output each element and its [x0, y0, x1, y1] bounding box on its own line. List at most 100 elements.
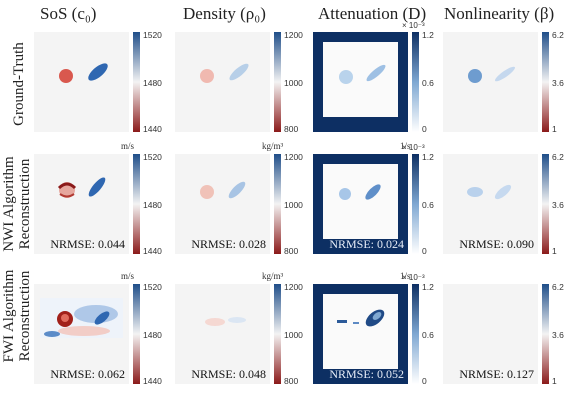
panel-sos-fwi: NRMSE: 0.062: [34, 284, 129, 384]
colorbar-tick-label: 800: [284, 376, 299, 386]
nrmse-label: NRMSE: 0.062: [50, 367, 125, 381]
panel-density-nwi: NRMSE: 0.028: [175, 154, 270, 254]
panel-sos-nwi: NRMSE: 0.044: [34, 154, 129, 254]
colorbar-attenuation: [412, 284, 419, 384]
colorbar-tick-label: 0.6: [422, 78, 434, 88]
inclusion-ellipse: [88, 177, 106, 197]
colorbar-tick-label: 1.2: [422, 282, 434, 292]
inclusion-core: [61, 314, 69, 322]
colorbar-unit: 1/s: [400, 141, 411, 151]
panel-nonlinearity-gt: [443, 32, 538, 132]
colorbar-tick-label: 0: [422, 246, 427, 256]
inclusion-circle: [200, 185, 214, 199]
colorbar-tick-label: 1520: [143, 282, 162, 292]
col-title-sos: SoS (c₀): [40, 4, 97, 23]
nrmse-label: NRMSE: 0.044: [50, 237, 125, 251]
colorbar-nonlinearity: [542, 154, 549, 254]
colorbar-tick-label: 800: [284, 124, 299, 134]
colorbar-attenuation: [412, 154, 419, 254]
panel-nonlinearity-nwi: NRMSE: 0.090: [443, 154, 538, 254]
inclusion-ellipse: [229, 63, 249, 81]
colorbar-tick-label: 6.2: [552, 282, 564, 292]
colorbar-unit: m/s: [121, 271, 135, 281]
colorbar-tick-label: 1440: [143, 124, 162, 134]
inclusion-circle: [200, 69, 214, 83]
colorbar-tick-label: 0: [422, 376, 427, 386]
colorbar-attenuation: [412, 32, 419, 132]
artifact-streak: [44, 331, 60, 337]
colorbar-tick-label: 1000: [284, 330, 303, 340]
colorbar-tick-label: 6.2: [552, 152, 564, 162]
inclusion-ellipse: [88, 63, 108, 81]
colorbar-tick-label: 1.2: [422, 30, 434, 40]
colorbar-tick-label: 1520: [143, 30, 162, 40]
inclusion-faint: [205, 318, 225, 326]
panel-image: [313, 284, 408, 384]
row-label-nwi: NWI Algorithm Reconstruction: [1, 156, 33, 252]
colorbar-sos: [133, 154, 140, 254]
colorbar-tick-label: 1200: [284, 30, 303, 40]
inclusion-circle: [339, 70, 353, 84]
panel-image: [313, 154, 408, 254]
inclusion-ellipse: [495, 66, 515, 82]
nrmse-label: NRMSE: 0.024: [329, 237, 404, 251]
inclusion-ellipse: [365, 184, 381, 200]
colorbar-tick-label: 1200: [284, 282, 303, 292]
colorbar-tick-label: 0: [422, 124, 427, 134]
colorbar-nonlinearity: [542, 32, 549, 132]
colorbar-tick-label: 3.6: [552, 330, 564, 340]
colorbar-density: [274, 154, 281, 254]
panel-density-gt: [175, 32, 270, 132]
colorbar-density: [274, 284, 281, 384]
panel-image: [59, 63, 108, 83]
ring-artifact: [57, 182, 77, 190]
inclusion-ellipse: [494, 184, 512, 200]
nrmse-label: NRMSE: 0.048: [191, 367, 266, 381]
colorbar-tick-label: 1480: [143, 200, 162, 210]
colorbar-exponent: × 10⁻³: [402, 273, 425, 282]
colorbar-nonlinearity: [542, 284, 549, 384]
inclusion-core: [372, 312, 382, 320]
inclusion-ellipse: [94, 311, 110, 325]
panel-image: [200, 181, 246, 199]
colorbar-tick-label: 1000: [284, 78, 303, 88]
panel-image: [57, 177, 106, 198]
panel-nonlinearity-fwi: NRMSE: 0.127: [443, 284, 538, 384]
row-label-fwi: FWI Algorithm Reconstruction: [1, 269, 33, 363]
colorbar-tick-label: 3.6: [552, 78, 564, 88]
colorbar-tick-label: 1.2: [422, 152, 434, 162]
panel-attenuation-nwi: NRMSE: 0.024: [313, 154, 408, 254]
colorbar-unit: m/s: [121, 141, 135, 151]
col-title-nonlinearity: Nonlinearity (β): [444, 4, 555, 23]
nrmse-label: NRMSE: 0.127: [459, 367, 534, 381]
attenuation-interior: [323, 164, 398, 239]
colorbar-unit: kg/m³: [262, 141, 284, 151]
inclusion-circle: [59, 69, 73, 83]
colorbar-tick-label: 1440: [143, 246, 162, 256]
artifact-streak: [58, 326, 110, 336]
artifact-streak: [353, 322, 359, 324]
nrmse-label: NRMSE: 0.052: [329, 367, 404, 381]
panel-image: [200, 63, 249, 83]
panel-image: [205, 317, 246, 326]
inclusion-circle: [467, 187, 483, 197]
row-label-ground-truth: Ground-Truth: [11, 42, 27, 126]
colorbar-unit: 1/s: [400, 271, 411, 281]
colorbar-exponent: × 10⁻³: [402, 143, 425, 152]
panel-density-fwi: NRMSE: 0.048: [175, 284, 270, 384]
colorbar-tick-label: 0.6: [422, 330, 434, 340]
inclusion-ellipse: [366, 64, 386, 82]
colorbar-tick-label: 1: [552, 376, 557, 386]
colorbar-tick-label: 1: [552, 246, 557, 256]
panel-attenuation-fwi: NRMSE: 0.052: [313, 284, 408, 384]
panel-sos-gt: [34, 32, 129, 132]
panel-image: [40, 298, 123, 338]
attenuation-interior: [323, 42, 398, 117]
colorbar-exponent: × 10⁻³: [402, 21, 425, 30]
colorbar-sos: [133, 32, 140, 132]
colorbar-tick-label: 3.6: [552, 200, 564, 210]
colorbar-tick-label: 0.6: [422, 200, 434, 210]
artifact-streak: [337, 320, 347, 323]
colorbar-tick-label: 6.2: [552, 30, 564, 40]
col-title-density: Density (ρ₀): [183, 4, 266, 23]
